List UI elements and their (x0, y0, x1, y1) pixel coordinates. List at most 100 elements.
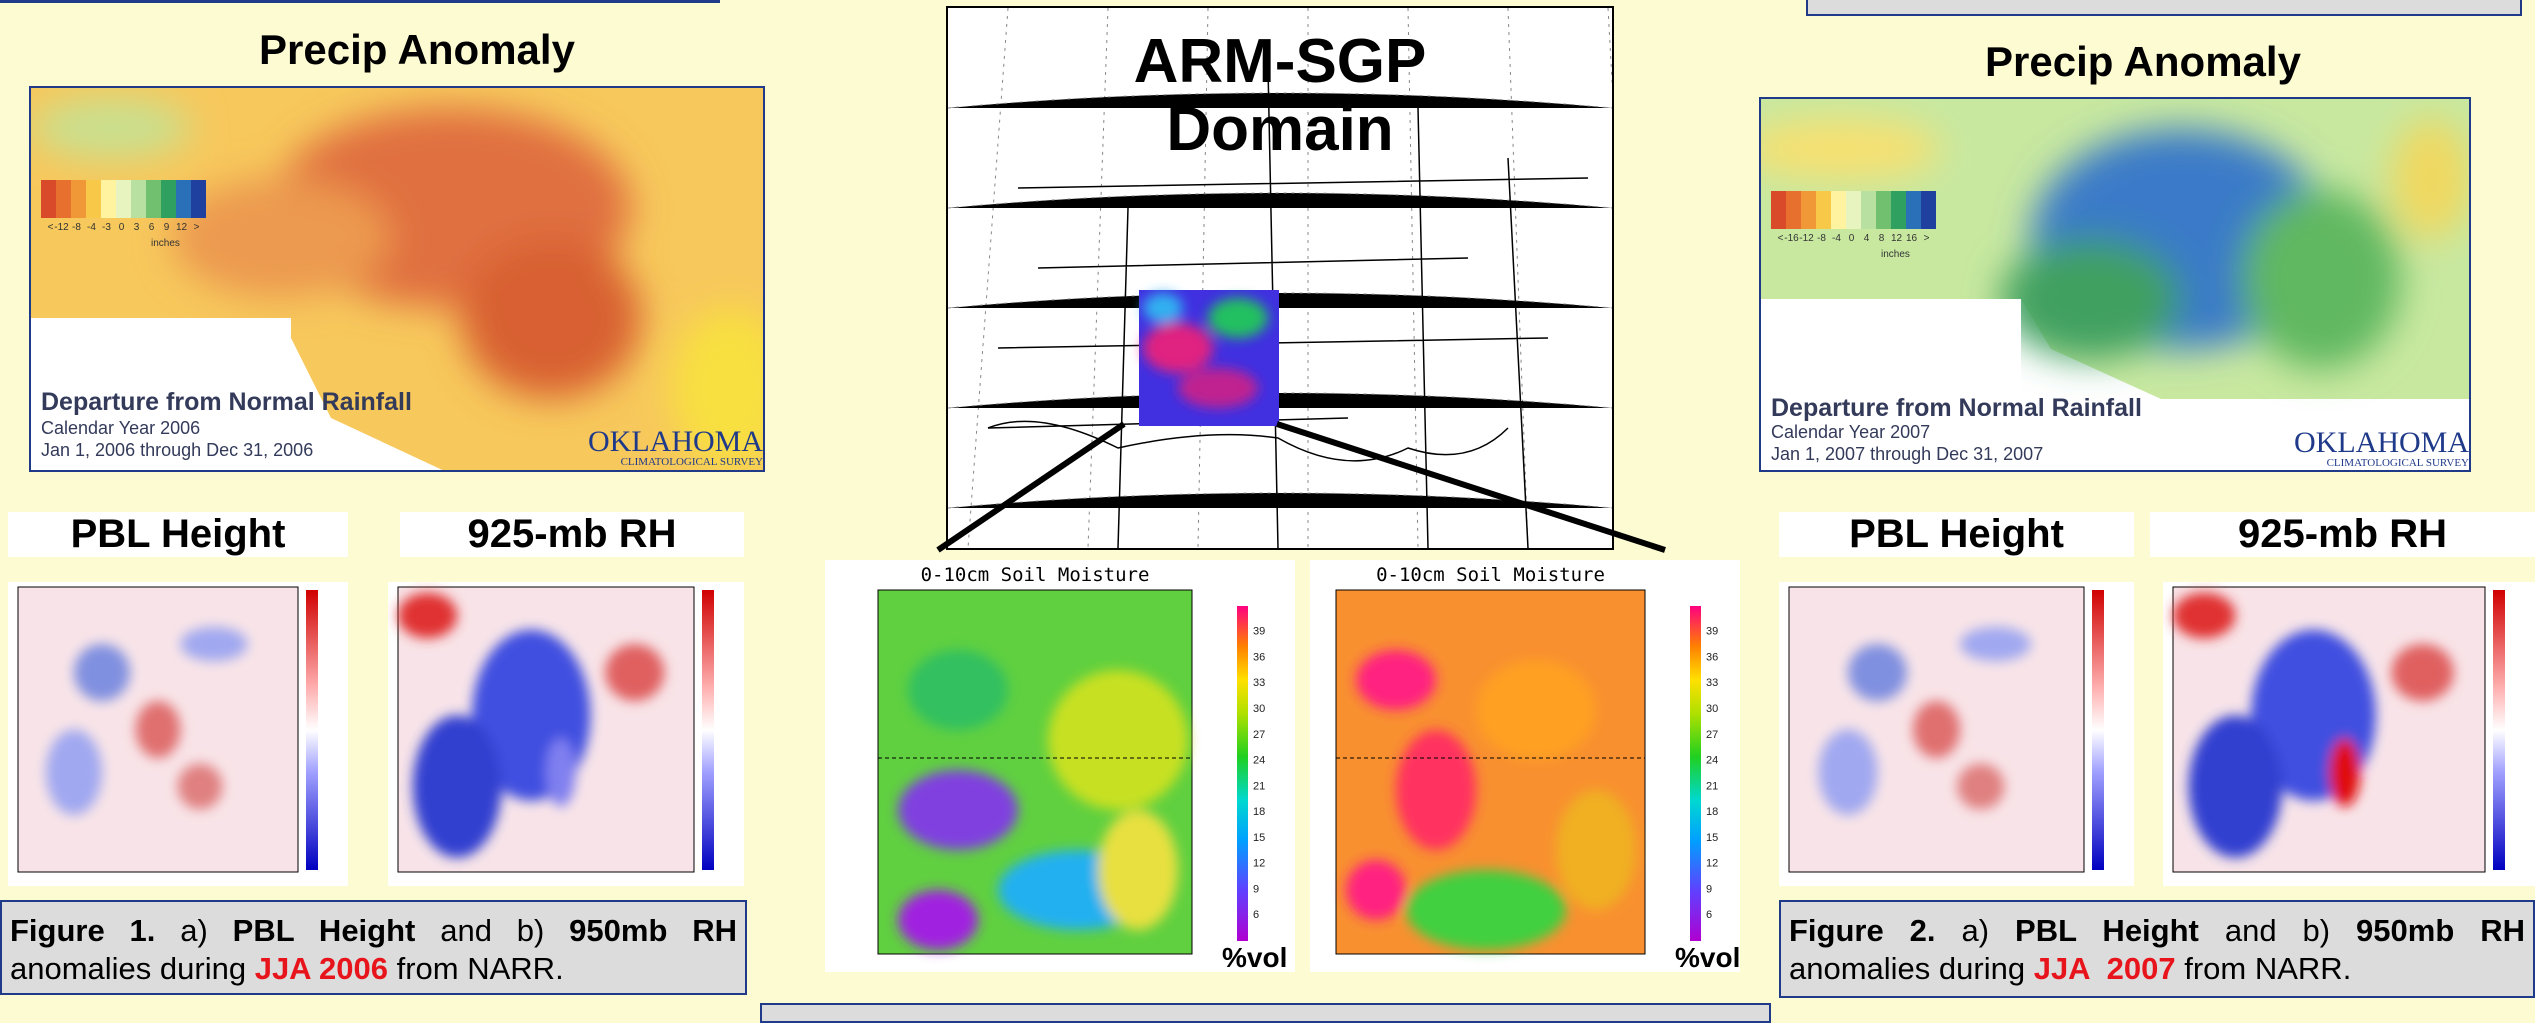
caption-text: and b) (415, 913, 569, 948)
anomaly-blob (74, 644, 130, 701)
anomaly-blob (2391, 644, 2453, 701)
logo-text: OKLAHOMA (588, 425, 763, 458)
anomaly-blob (2329, 738, 2360, 806)
map-title: ARM-SGP Domain (948, 28, 1612, 164)
anomaly-blob (2189, 715, 2283, 858)
soil-blob (1356, 650, 1436, 710)
colorbar-label: 24 (1253, 755, 1265, 767)
soil-blob (1406, 870, 1566, 950)
caption: Figure 2. a) PBL Height and b) 950mb RH … (1779, 900, 2535, 998)
colorbar-label: 30 (1253, 703, 1265, 715)
legend-swatch (1816, 191, 1831, 229)
colorbar-label: 21 (1706, 780, 1718, 792)
caption-text: 950mb RH (569, 913, 737, 948)
legend-swatch (1831, 191, 1846, 229)
legend-swatch (1846, 191, 1861, 229)
unit-label: %vol (1222, 942, 1287, 974)
anomaly-blob (1960, 627, 2031, 661)
anomaly-blob (398, 593, 457, 639)
map-dates: Jan 1, 2007 through Dec 31, 2007 (1771, 444, 2043, 465)
colorbar-label: 6 (1253, 909, 1259, 921)
panel-title: 925-mb RH (400, 512, 744, 557)
panel-title: 925-mb RH (2150, 512, 2535, 557)
legend-unit: inches (151, 238, 180, 249)
legend-label: 9 (159, 222, 174, 233)
caption-text: JJA 2007 (2034, 951, 2176, 986)
soil-blob (1556, 790, 1636, 910)
colorbar-label: 9 (1706, 883, 1712, 895)
colorbar-label: 24 (1706, 755, 1718, 767)
caption-text: from NARR. (2176, 951, 2352, 986)
legend-label: 3 (129, 222, 144, 233)
anomaly-blob (413, 715, 502, 858)
colorbar-label: 12 (1253, 858, 1265, 870)
anomaly-map (388, 582, 744, 886)
legend-label: -16 (1784, 233, 1799, 244)
map-subheading: Calendar Year 2006 (41, 418, 200, 439)
map-title-line: ARM-SGP (948, 28, 1612, 96)
legend-label: 12 (1889, 233, 1904, 244)
legend-label: 4 (1859, 233, 1874, 244)
panel-title: PBL Height (1779, 512, 2134, 557)
map-heading: Departure from Normal Rainfall (1771, 394, 2142, 423)
legend-swatch (101, 180, 116, 218)
legend-swatch (1876, 191, 1891, 229)
anomaly-map (2163, 582, 2535, 886)
zoom-line (1277, 424, 1665, 550)
legend-swatch (146, 180, 161, 218)
colorbar (1690, 606, 1701, 941)
legend-swatch (86, 180, 101, 218)
anomaly-blob (136, 701, 181, 758)
legend-colorbar (1771, 191, 1936, 229)
legend-swatch (1786, 191, 1801, 229)
legend-label: -8 (1814, 233, 1829, 244)
legend-swatch (41, 180, 56, 218)
colorbar-label: 18 (1253, 806, 1265, 818)
colorbar-label: 6 (1706, 909, 1712, 921)
map-dates: Jan 1, 2006 through Dec 31, 2006 (41, 440, 313, 461)
precip-title: Precip Anomaly (129, 26, 705, 74)
legend-swatch (1921, 191, 1936, 229)
legend-swatch (176, 180, 191, 218)
colorbar-label: 33 (1253, 677, 1265, 689)
legend-colorbar (41, 180, 206, 218)
map-title-line: Domain (948, 96, 1612, 164)
caption-text: Figure 1. (10, 913, 155, 948)
legend-label: 8 (1874, 233, 1889, 244)
caption-text: PBL Height (233, 913, 416, 948)
colorbar-label: 12 (1706, 858, 1718, 870)
anomaly-map (8, 582, 348, 886)
caption-text: 950mb RH (2356, 913, 2525, 948)
legend-swatch (1801, 191, 1816, 229)
legend-label: 0 (114, 222, 129, 233)
zoom-lines (930, 420, 1680, 560)
precip-map: <-12-8-4-3036912> inches Departure from … (29, 86, 765, 472)
anomaly-blob (178, 764, 223, 810)
logo-text: OKLAHOMA (2294, 426, 2469, 459)
caption-text: from NARR. (388, 951, 564, 986)
soil-blob (1396, 730, 1476, 850)
caption-text: a) (155, 913, 232, 948)
bottom-box (760, 1003, 1771, 1023)
soil-blob (1048, 670, 1188, 810)
colorbar-label: 27 (1253, 729, 1265, 741)
logo: OKLAHOMACLIMATOLOGICAL SURVEY (588, 428, 763, 468)
unit-label: %vol (1675, 942, 1740, 974)
colorbar-label: 33 (1706, 677, 1718, 689)
caption-text: and b) (2199, 913, 2356, 948)
colorbar-label: 18 (1706, 806, 1718, 818)
anomaly-blob (1819, 730, 1878, 816)
legend-label: -3 (99, 222, 114, 233)
top-box (1806, 0, 2522, 16)
panel-title: PBL Height (8, 512, 348, 557)
legend-swatch (191, 180, 206, 218)
anomaly-blob (1957, 764, 2004, 810)
colorbar (2092, 590, 2104, 870)
anomaly-blob (180, 627, 247, 661)
legend-swatch (71, 180, 86, 218)
colorbar (1237, 606, 1248, 941)
legend-label: 6 (144, 222, 159, 233)
